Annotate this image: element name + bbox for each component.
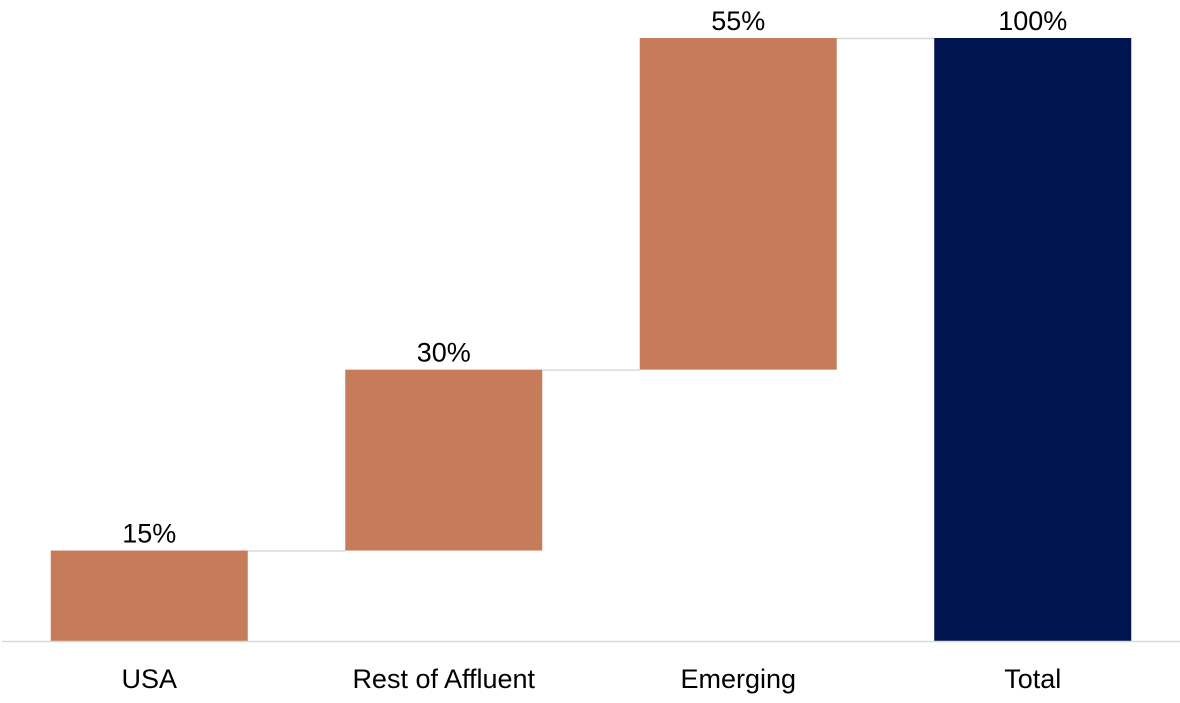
category-label-total: Total xyxy=(1004,664,1061,694)
bar-rest-of-affluent xyxy=(345,369,543,551)
value-labels-group: 15% 30% 55% 100% xyxy=(122,6,1067,549)
value-label-rest-of-affluent: 30% xyxy=(417,338,471,368)
category-labels-group: USA Rest of Affluent Emerging Total xyxy=(121,664,1061,694)
category-label-usa: USA xyxy=(121,664,177,694)
category-label-emerging: Emerging xyxy=(680,664,796,694)
bar-total xyxy=(934,38,1132,641)
value-label-emerging: 55% xyxy=(711,6,765,36)
category-label-rest-of-affluent: Rest of Affluent xyxy=(352,664,535,694)
value-label-usa: 15% xyxy=(122,519,176,549)
bar-emerging xyxy=(639,38,837,370)
bar-usa xyxy=(50,550,248,641)
bars-group xyxy=(50,38,1132,641)
connector-lines xyxy=(247,37,935,552)
value-label-total: 100% xyxy=(998,6,1067,36)
